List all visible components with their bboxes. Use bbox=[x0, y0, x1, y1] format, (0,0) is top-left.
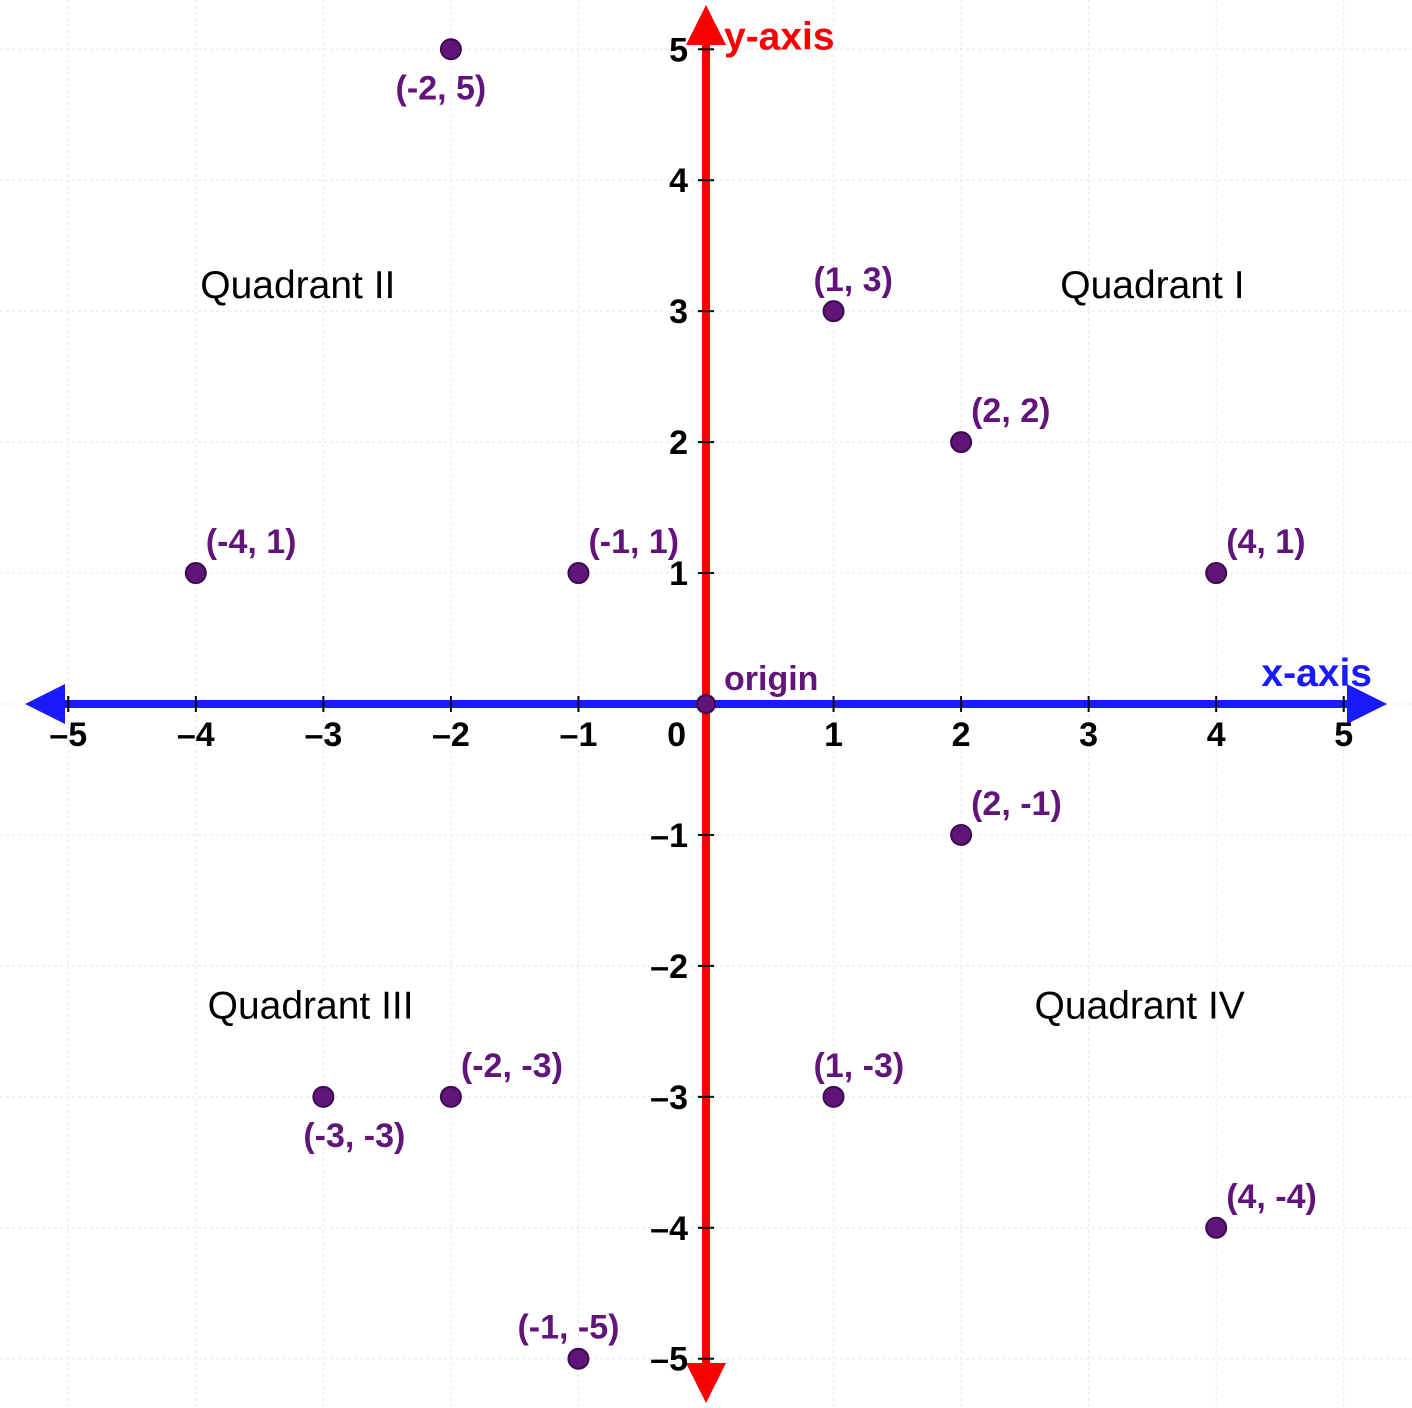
x-tick-label: –3 bbox=[304, 716, 342, 754]
data-point-label: (-1, 1) bbox=[588, 523, 679, 561]
data-point bbox=[951, 825, 971, 845]
data-point-label: (-2, 5) bbox=[396, 69, 487, 107]
data-point-label: (1, -3) bbox=[814, 1047, 905, 1085]
data-point bbox=[824, 1087, 844, 1107]
data-point bbox=[568, 563, 588, 583]
x-tick-label: 1 bbox=[824, 716, 843, 754]
data-point-label: (4, -4) bbox=[1226, 1178, 1317, 1216]
data-point bbox=[313, 1087, 333, 1107]
data-point bbox=[441, 39, 461, 59]
x-tick-label: 5 bbox=[1334, 716, 1353, 754]
data-point bbox=[186, 563, 206, 583]
quadrant-4-label: Quadrant IV bbox=[1035, 984, 1245, 1027]
x-tick-label: –2 bbox=[432, 716, 470, 754]
y-tick-label: –4 bbox=[650, 1210, 688, 1248]
data-point-label: (1, 3) bbox=[814, 261, 893, 299]
data-point bbox=[441, 1087, 461, 1107]
data-point bbox=[1206, 1218, 1226, 1238]
x-tick-label: –5 bbox=[49, 716, 87, 754]
data-point-label: (2, -1) bbox=[971, 785, 1062, 823]
data-point-label: (4, 1) bbox=[1226, 523, 1305, 561]
data-point bbox=[1206, 563, 1226, 583]
coordinate-plane: –5–4–3–2–1012345–5–4–3–2–112345x-axisy-a… bbox=[0, 0, 1412, 1408]
quadrant-3-label: Quadrant III bbox=[208, 984, 414, 1027]
x-tick-label: –4 bbox=[177, 716, 215, 754]
y-tick-label: –3 bbox=[650, 1079, 688, 1117]
y-tick-label: –2 bbox=[650, 948, 688, 986]
data-point-label: (-3, -3) bbox=[303, 1117, 405, 1155]
x-tick-label: 3 bbox=[1079, 716, 1098, 754]
data-point-label: (-1, -5) bbox=[517, 1309, 619, 1347]
y-tick-label: –1 bbox=[650, 817, 688, 855]
x-tick-label: 2 bbox=[952, 716, 971, 754]
y-tick-label: 5 bbox=[669, 31, 688, 69]
origin-point bbox=[697, 695, 715, 713]
quadrant-2-label: Quadrant II bbox=[200, 264, 395, 307]
y-tick-label: 2 bbox=[669, 424, 688, 462]
y-tick-label: 4 bbox=[669, 162, 688, 200]
x-tick-label: –1 bbox=[560, 716, 598, 754]
data-point-label: (-2, -3) bbox=[461, 1047, 563, 1085]
y-tick-label: –5 bbox=[650, 1341, 688, 1379]
x-tick-label: 4 bbox=[1207, 716, 1226, 754]
data-point bbox=[568, 1349, 588, 1369]
data-point-label: (-4, 1) bbox=[206, 523, 297, 561]
origin-label: origin bbox=[724, 660, 818, 698]
data-point bbox=[951, 432, 971, 452]
x-axis-label: x-axis bbox=[1261, 652, 1372, 695]
quadrant-1-label: Quadrant I bbox=[1060, 264, 1244, 307]
data-point-label: (2, 2) bbox=[971, 392, 1050, 430]
data-point bbox=[824, 301, 844, 321]
y-axis-label: y-axis bbox=[724, 16, 835, 59]
x-tick-label: 0 bbox=[667, 716, 686, 754]
y-tick-label: 3 bbox=[669, 293, 688, 331]
